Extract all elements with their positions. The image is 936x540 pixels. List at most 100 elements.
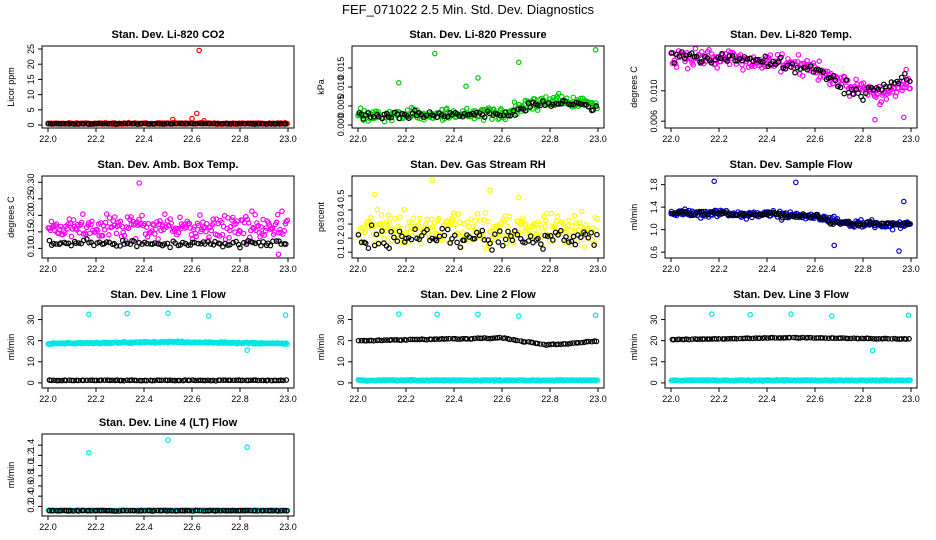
data-point: [283, 218, 289, 225]
data-point: [867, 335, 874, 342]
data-point: [497, 112, 504, 119]
data-point: [746, 335, 753, 342]
y-tick-label: 0: [26, 122, 36, 127]
y-axis-label: kPa: [316, 79, 326, 95]
data-point: [708, 209, 715, 215]
outlier-point: [194, 110, 200, 117]
data-point: [722, 50, 729, 57]
data-point: [252, 121, 259, 127]
data-point: [511, 228, 518, 234]
data-point: [518, 105, 524, 112]
data-point: [85, 121, 92, 127]
data-point: [50, 121, 57, 127]
data-point: [131, 238, 137, 245]
data-point: [767, 61, 774, 68]
y-tick-label: 20: [649, 336, 659, 346]
data-point: [159, 377, 165, 384]
data-point: [167, 377, 173, 384]
x-tick-label: 22.8: [231, 264, 249, 274]
data-point: [882, 83, 889, 90]
data-point: [555, 341, 561, 348]
data-point: [494, 334, 501, 341]
data-point: [464, 219, 470, 225]
data-point: [837, 84, 844, 91]
data-point: [230, 239, 236, 246]
data-point: [694, 336, 701, 343]
data-point: [535, 235, 541, 242]
data-point: [817, 215, 824, 222]
data-point: [80, 237, 87, 244]
data-point: [412, 226, 418, 233]
data-point: [524, 227, 530, 234]
data-point: [255, 222, 262, 229]
outlier-point: [788, 311, 794, 317]
data-point: [164, 240, 171, 247]
data-point: [565, 239, 572, 245]
data-point: [207, 121, 213, 127]
data-point: [184, 507, 191, 514]
data-point: [474, 211, 481, 217]
data-point: [449, 235, 455, 242]
data-point: [873, 94, 879, 100]
data-point: [889, 226, 896, 233]
plot-frame: [41, 433, 295, 517]
data-point: [368, 222, 375, 229]
data-point: [726, 61, 733, 68]
x-tick-label: 22.8: [541, 264, 559, 274]
data-point: [575, 339, 581, 346]
data-point: [60, 120, 67, 127]
data-point: [284, 507, 290, 514]
data-point: [701, 336, 708, 342]
data-point: [891, 335, 898, 342]
data-point: [571, 213, 578, 219]
data-point: [830, 72, 837, 79]
data-point: [787, 213, 794, 219]
x-tick-label: 22.6: [806, 394, 824, 404]
data-point: [164, 120, 171, 127]
data-point: [778, 54, 784, 61]
y-tick-label: 0.005: [336, 95, 346, 118]
data-point: [717, 55, 724, 62]
data-point: [80, 507, 87, 514]
data-point: [373, 231, 380, 238]
data-point: [779, 214, 786, 221]
data-point: [161, 241, 168, 247]
data-point: [53, 221, 60, 227]
data-point: [186, 507, 193, 514]
data-point: [732, 212, 739, 219]
x-tick-label: 23.0: [902, 264, 920, 274]
data-point: [492, 231, 498, 238]
data-point: [780, 335, 787, 341]
data-point: [80, 377, 87, 384]
x-tick-label: 22.0: [349, 264, 367, 274]
data-point: [133, 377, 140, 384]
x-tick-label: 22.0: [662, 134, 680, 144]
y-tick-label: 30: [649, 315, 659, 325]
data-point: [217, 507, 224, 514]
data-point: [156, 121, 163, 127]
data-point: [101, 377, 108, 384]
x-tick-label: 22.6: [183, 264, 201, 274]
data-point: [378, 337, 385, 344]
data-point: [417, 215, 423, 222]
data-point: [262, 227, 269, 234]
data-point: [398, 337, 405, 343]
data-point: [537, 241, 544, 247]
outlier-point: [900, 198, 907, 205]
outlier-point: [711, 178, 718, 185]
x-tick-label: 22.6: [183, 394, 201, 404]
y-tick-label: 0: [26, 380, 36, 385]
data-point: [235, 121, 241, 127]
x-tick-label: 22.6: [183, 134, 201, 144]
x-tick-label: 22.2: [710, 134, 728, 144]
data-point: [769, 334, 776, 341]
data-point: [444, 105, 450, 112]
plot-frame: [664, 175, 918, 259]
data-point: [461, 237, 468, 244]
data-point: [63, 240, 69, 247]
data-point: [281, 228, 288, 234]
data-point: [567, 340, 574, 347]
y-axis-label: ml/min: [629, 204, 639, 231]
data-point: [593, 103, 600, 109]
data-point: [775, 335, 782, 341]
